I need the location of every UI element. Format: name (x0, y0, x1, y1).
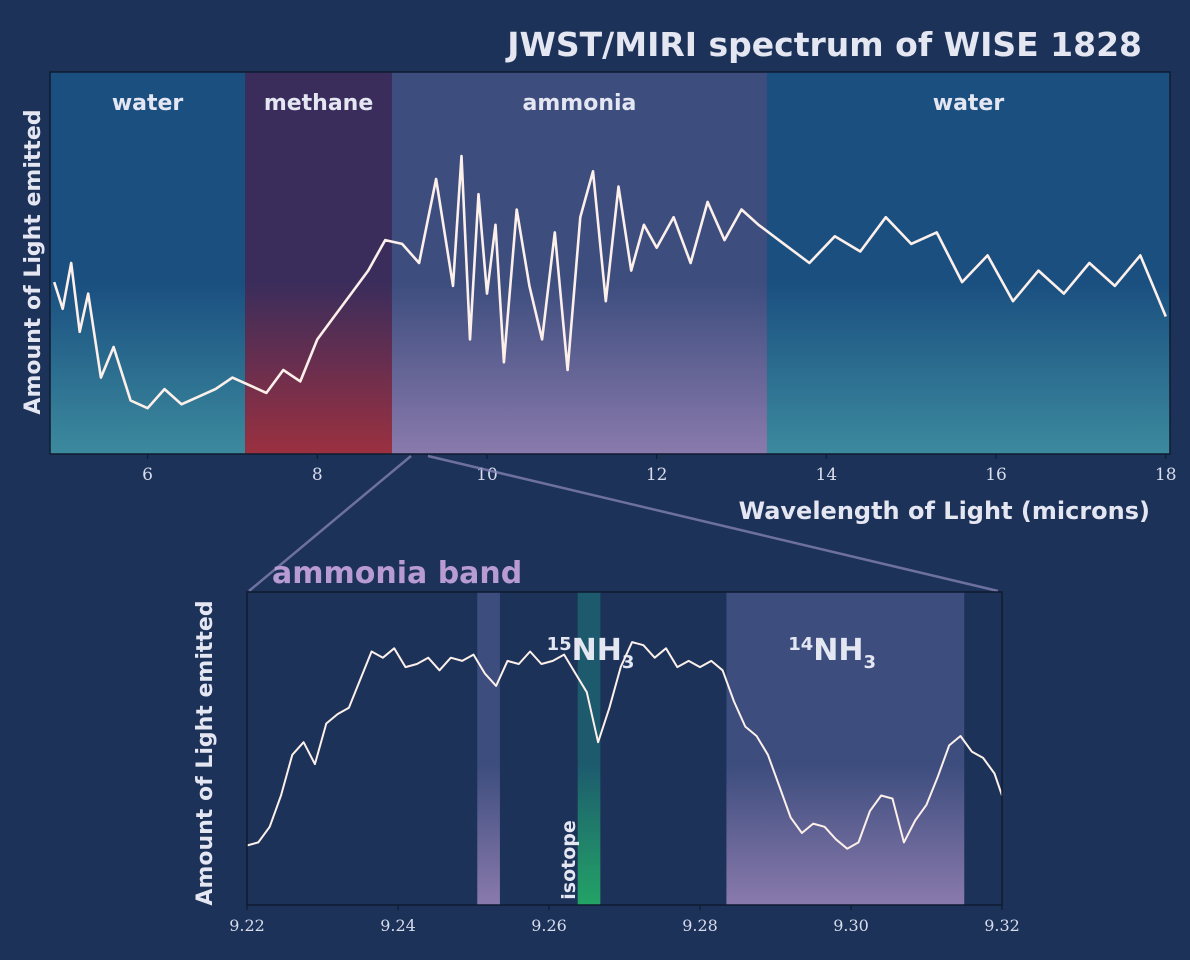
zoom-chart-title: ammonia band (272, 556, 522, 591)
top-band-label-methane: methane (264, 91, 373, 116)
bot-x-tick-label: 9.28 (682, 916, 718, 935)
zoom-x-ticks: 9.22 9.24 9.26 9.28 9.30 9.32 (229, 905, 1020, 935)
zoom-connector (248, 454, 999, 593)
zoom-band-regions (477, 592, 965, 905)
zoom-connector-left (248, 455, 412, 592)
bot-band-14nh3-2 (726, 592, 965, 905)
top-x-tick-label: 16 (985, 465, 1007, 485)
top-band-water-3 (766, 72, 1170, 454)
zoom-spectrum-line (246, 641, 1003, 850)
top-band-methane-1 (245, 72, 392, 454)
top-band-labels: water methane ammonia water (112, 91, 1005, 116)
bot-x-tick-label: 9.24 (380, 916, 416, 935)
zoom-molecule-label-0: 15NH3 (547, 633, 635, 673)
top-band-regions (50, 72, 1170, 454)
molecule-formula: NH (813, 633, 863, 668)
top-band-label-water: water (933, 91, 1005, 116)
figure-title: JWST/MIRI spectrum of WISE 1828 (505, 25, 1142, 64)
top-x-tick-label: 18 (1155, 465, 1177, 485)
molecule-mass-number: 15 (547, 634, 572, 655)
top-plot-frame (49, 71, 1171, 455)
top-band-label-water: water (112, 91, 184, 116)
bot-x-tick-label: 9.22 (229, 916, 265, 935)
bot-x-tick-label: 9.30 (833, 916, 869, 935)
bot-x-tick-label: 9.26 (531, 916, 567, 935)
top-x-tick-label: 12 (646, 465, 668, 485)
zoom-connector-right (427, 454, 999, 593)
molecule-subscript: 3 (864, 652, 877, 673)
main-chart: water methane ammonia water 6 8 10 12 14 16 18 Am… (21, 71, 1177, 525)
top-band-label-ammonia: ammonia (523, 91, 637, 116)
zoom-isotope-label: isotope (558, 820, 580, 900)
bot-x-tick-label: 9.32 (984, 916, 1020, 935)
bot-band-isotope-1 (577, 592, 601, 905)
zoom-y-axis-label: Amount of Light emitted (193, 600, 218, 905)
top-x-tick-label: 14 (816, 465, 838, 485)
bot-band-narrow-0 (477, 592, 500, 905)
zoom-plot-frame (246, 591, 1003, 906)
top-x-tick-label: 8 (312, 465, 323, 485)
top-band-water-0 (50, 72, 246, 454)
top-y-axis-label: Amount of Light emitted (21, 109, 46, 414)
top-x-axis-label: Wavelength of Light (microns) (739, 497, 1150, 525)
top-x-ticks: 6 8 10 12 14 16 18 (142, 454, 1177, 485)
top-spectrum-line (52, 154, 1167, 410)
molecule-mass-number: 14 (788, 634, 813, 655)
zoom-molecule-label-1: 14NH3 (788, 633, 876, 673)
top-x-tick-label: 6 (142, 465, 153, 485)
molecule-formula: NH (572, 633, 622, 668)
